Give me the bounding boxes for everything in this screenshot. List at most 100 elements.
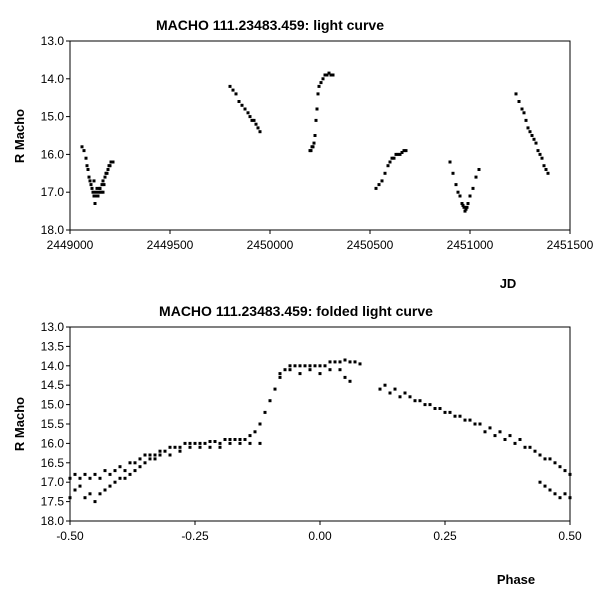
- y-tick-label: 14.5: [41, 378, 65, 392]
- data-point: [95, 186, 99, 190]
- data-point: [423, 403, 427, 407]
- data-point: [256, 126, 260, 130]
- data-point: [278, 372, 282, 376]
- x-tick-label: -0.25: [181, 529, 209, 543]
- y-tick-label: 16.0: [41, 147, 65, 161]
- data-point: [243, 438, 247, 441]
- data-point: [418, 399, 422, 403]
- data-point: [84, 156, 88, 160]
- chart-2-y-axis-label: R Macho: [12, 397, 27, 451]
- data-point: [317, 84, 321, 88]
- data-point: [88, 179, 92, 183]
- data-point: [517, 100, 521, 103]
- data-point: [530, 134, 534, 137]
- data-point: [78, 476, 82, 480]
- data-point: [101, 190, 105, 194]
- data-point: [108, 472, 112, 476]
- data-point: [246, 111, 250, 115]
- data-point: [532, 137, 536, 141]
- data-point: [98, 492, 102, 496]
- data-point: [250, 118, 254, 122]
- data-point: [383, 383, 387, 387]
- data-point: [318, 372, 322, 376]
- data-point: [464, 207, 468, 211]
- data-point: [178, 449, 182, 453]
- data-point: [456, 190, 460, 194]
- chart-2-y-axis: 13.0 13.5 14.0 14.5 15.0 15.5 16.0 16.5 17.0 17.5…: [41, 320, 70, 528]
- data-point: [258, 130, 262, 134]
- data-point: [108, 484, 112, 488]
- data-point: [343, 375, 347, 379]
- data-point: [528, 130, 532, 134]
- data-point: [106, 168, 110, 171]
- data-point: [483, 430, 487, 434]
- data-point: [318, 364, 322, 368]
- data-point: [313, 134, 317, 137]
- data-point: [386, 164, 390, 168]
- data-point: [103, 175, 107, 179]
- data-point: [311, 145, 315, 149]
- data-point: [188, 441, 192, 445]
- data-point: [353, 360, 357, 364]
- data-point: [380, 179, 384, 183]
- data-point: [477, 168, 481, 171]
- data-point: [398, 395, 402, 399]
- data-point: [458, 414, 462, 418]
- data-point: [94, 190, 98, 194]
- data-point: [518, 438, 522, 441]
- x-tick-label: 2450000: [247, 238, 294, 252]
- data-point: [298, 372, 302, 376]
- data-point: [548, 488, 552, 492]
- data-point: [522, 111, 526, 115]
- data-point: [392, 156, 396, 160]
- data-point: [488, 426, 492, 430]
- data-point: [148, 457, 152, 461]
- data-point: [143, 461, 147, 465]
- data-point: [338, 360, 342, 364]
- data-point: [198, 445, 202, 449]
- data-point: [314, 118, 318, 122]
- data-point: [108, 164, 112, 168]
- data-point: [543, 457, 547, 461]
- data-point: [568, 496, 572, 500]
- data-point: [86, 168, 90, 171]
- data-point: [313, 364, 317, 368]
- data-point: [88, 492, 92, 496]
- data-point: [234, 92, 238, 96]
- data-point: [238, 441, 242, 445]
- y-tick-label: 14.0: [41, 72, 65, 86]
- data-point: [103, 469, 107, 473]
- data-point: [102, 183, 106, 187]
- data-point: [473, 422, 477, 426]
- data-point: [237, 100, 241, 103]
- data-point: [451, 171, 455, 175]
- chart-1-y-axis-label: R Macho: [12, 109, 27, 163]
- data-point: [243, 107, 247, 111]
- y-tick-label: 16.5: [41, 456, 65, 470]
- data-point: [88, 476, 92, 480]
- data-point: [538, 453, 542, 457]
- data-point: [123, 476, 127, 480]
- data-point: [466, 202, 470, 205]
- data-point: [288, 368, 292, 372]
- data-point: [263, 410, 267, 414]
- data-point: [208, 440, 212, 443]
- data-point: [514, 92, 518, 96]
- data-point: [358, 362, 362, 366]
- data-point: [563, 469, 567, 473]
- data-point: [408, 395, 412, 399]
- data-point: [92, 179, 96, 183]
- data-point: [331, 73, 335, 77]
- data-point: [383, 171, 387, 175]
- data-point: [248, 434, 252, 438]
- data-point: [398, 152, 402, 156]
- data-point: [218, 441, 222, 445]
- data-point: [193, 441, 197, 445]
- x-tick-label: 0.00: [308, 529, 332, 543]
- y-tick-label: 17.0: [41, 185, 65, 199]
- data-point: [128, 461, 132, 465]
- data-point: [534, 141, 538, 145]
- y-tick-label: 16.0: [41, 436, 65, 450]
- data-point: [533, 449, 537, 453]
